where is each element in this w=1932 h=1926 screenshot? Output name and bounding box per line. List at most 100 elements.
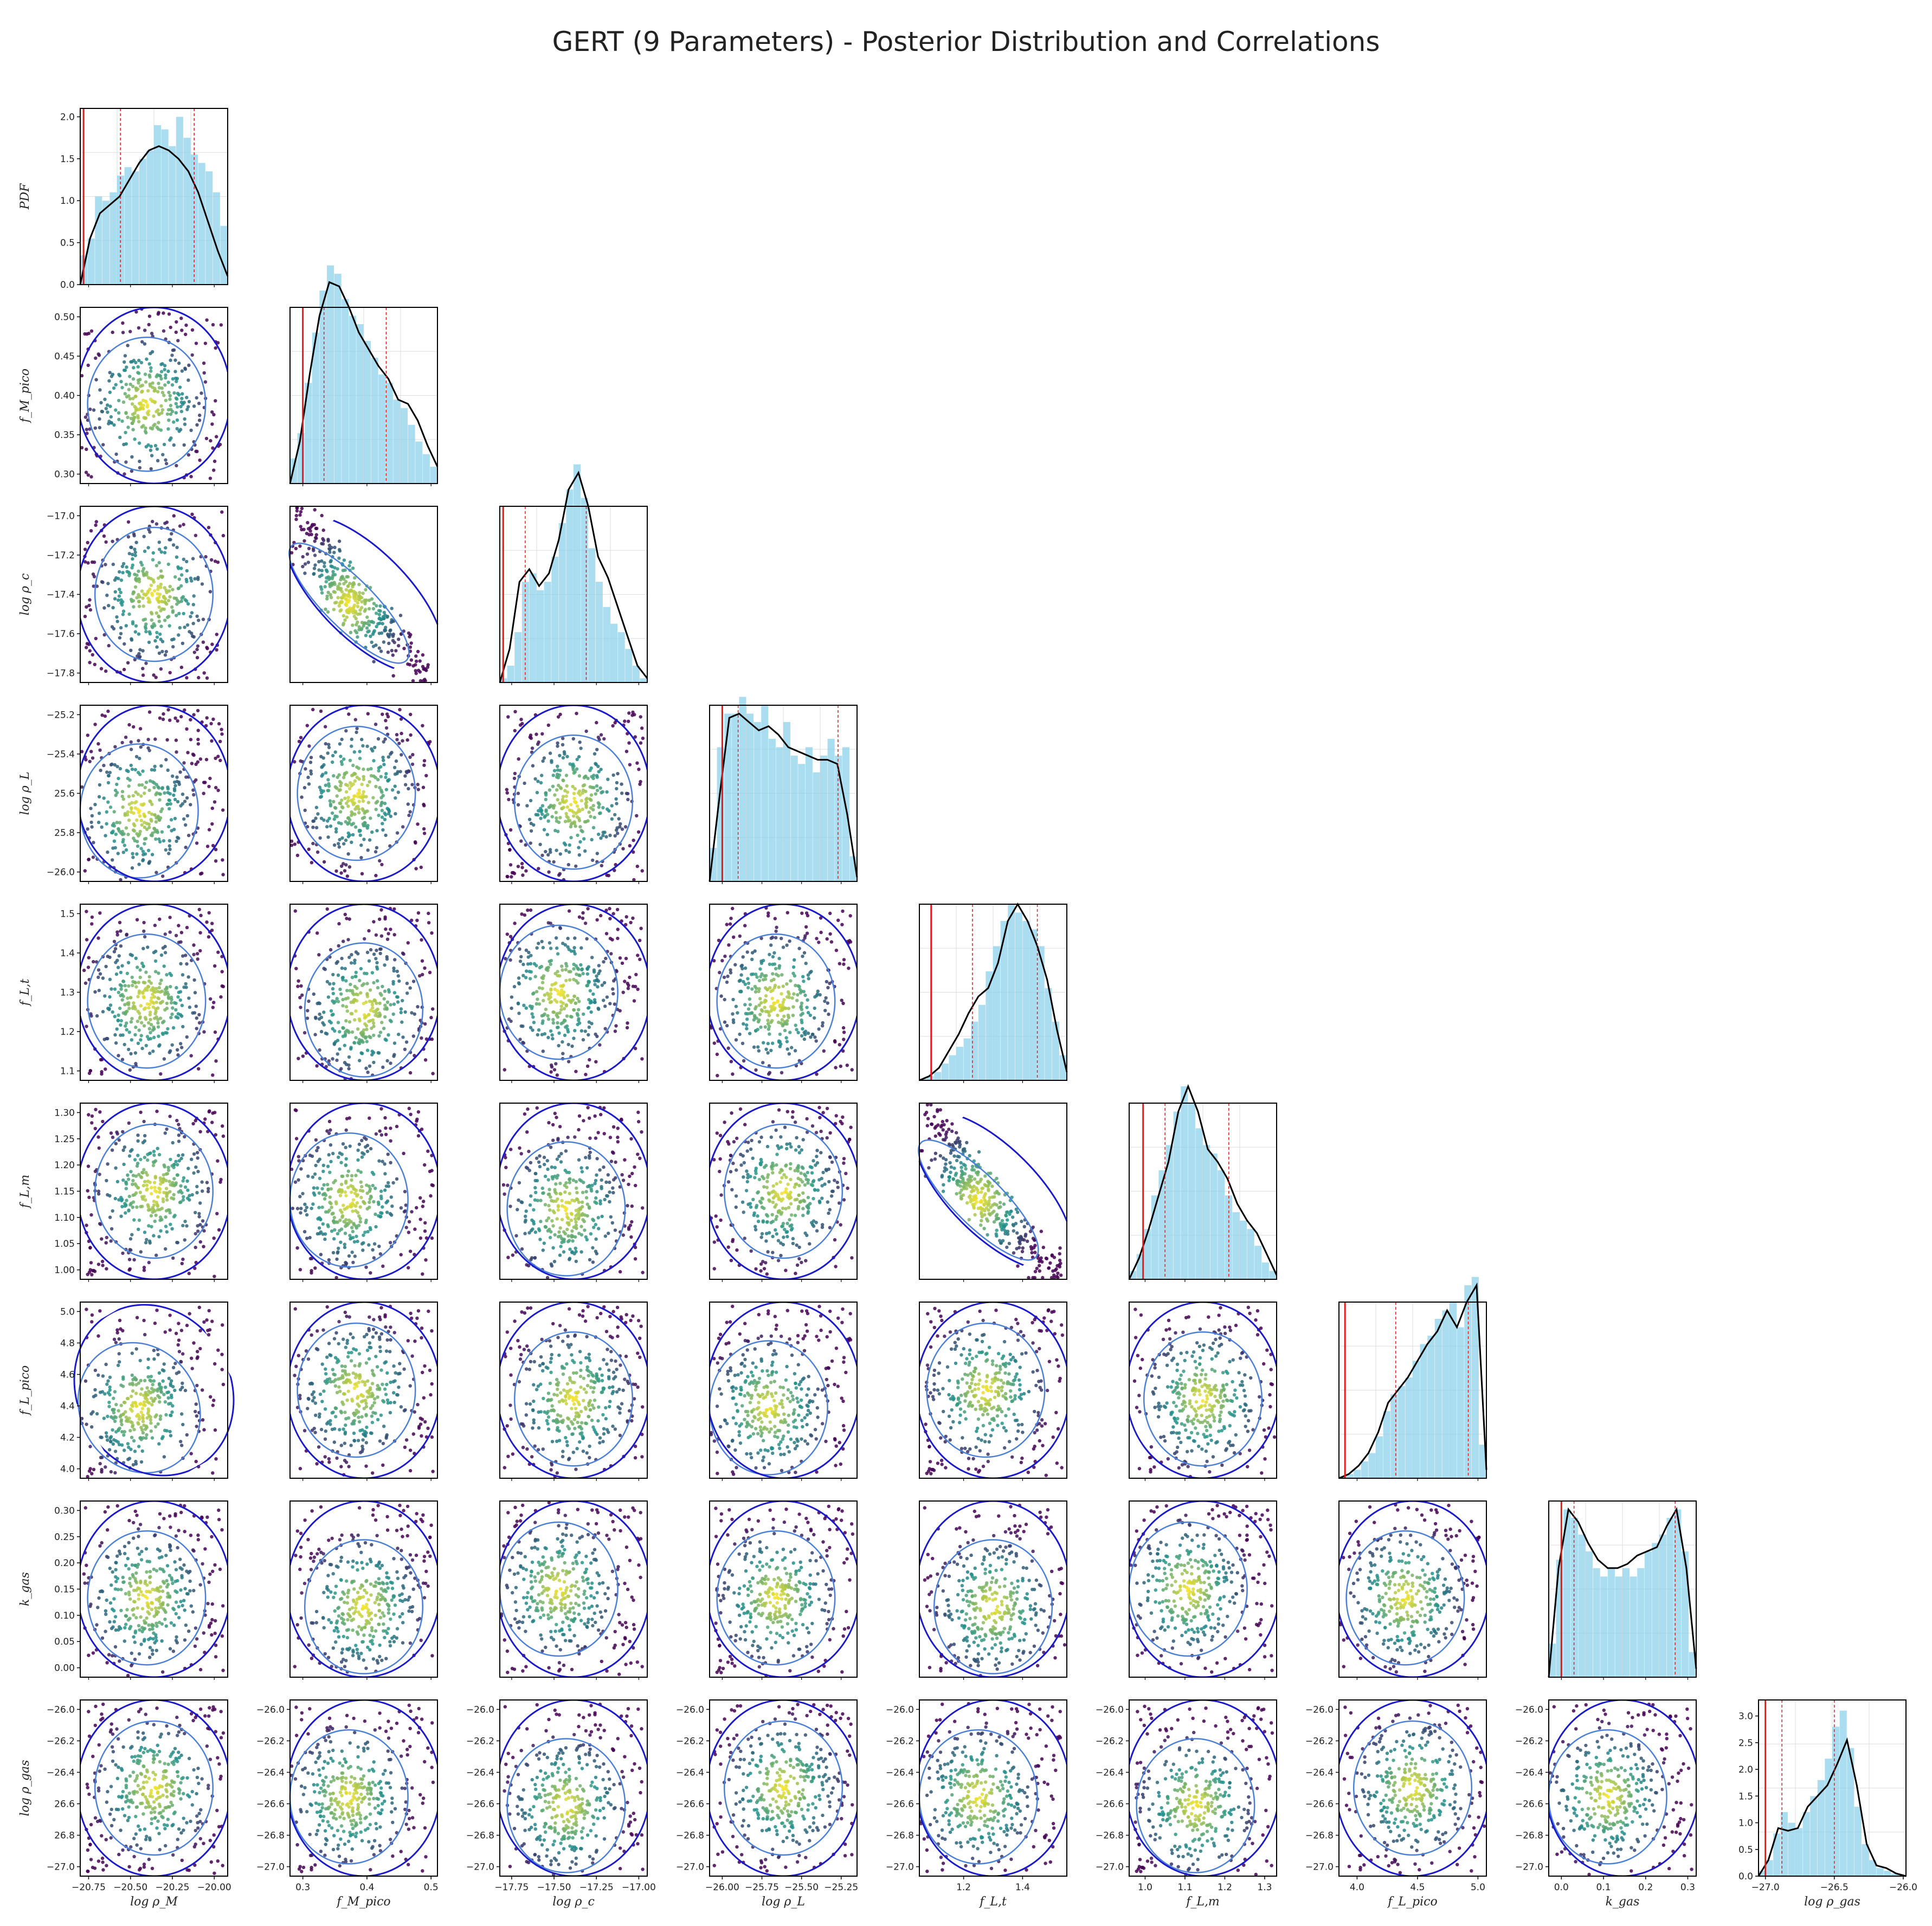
scatter-point xyxy=(137,1227,140,1231)
scatter-point xyxy=(175,775,179,779)
scatter-point xyxy=(641,736,645,740)
scatter-point xyxy=(630,1171,634,1175)
scatter-point xyxy=(191,622,195,626)
scatter-point xyxy=(746,977,750,981)
scatter-point xyxy=(369,948,373,952)
scatter-point xyxy=(406,941,410,945)
scatter-point xyxy=(337,821,341,825)
scatter-point xyxy=(151,519,154,524)
scatter-point xyxy=(363,815,366,820)
diag-panel-f_L_t xyxy=(919,903,1068,1083)
scatter-point xyxy=(175,379,178,383)
scatter-point xyxy=(113,1015,117,1019)
scatter-point xyxy=(134,956,138,961)
scatter-point xyxy=(369,767,373,771)
scatter-point xyxy=(178,998,182,1002)
scatter-point xyxy=(132,1218,136,1222)
scatter-point xyxy=(375,624,378,629)
contour-inner xyxy=(87,933,207,1069)
scatter-point xyxy=(623,719,627,723)
scatter-point xyxy=(330,577,334,581)
scatter-point xyxy=(105,1178,108,1183)
scatter-point xyxy=(378,616,382,620)
scatter-point xyxy=(172,1193,176,1197)
scatter-point xyxy=(163,586,166,590)
scatter-point xyxy=(314,526,318,530)
scatter-point xyxy=(380,790,384,794)
scatter-point xyxy=(210,422,214,426)
scatter-point xyxy=(329,564,333,568)
scatter-point xyxy=(400,753,403,757)
scatter-point xyxy=(132,1001,136,1005)
scatter-point xyxy=(423,1229,427,1233)
scatter-point xyxy=(168,916,172,919)
scatter-point xyxy=(342,776,346,780)
scatter-point xyxy=(554,981,558,985)
scatter-point xyxy=(736,1011,739,1015)
scatter-point xyxy=(139,745,143,749)
scatter-point xyxy=(134,406,138,410)
scatter-point xyxy=(348,758,352,763)
scatter-point xyxy=(198,1201,202,1205)
scatter-point xyxy=(124,1187,128,1190)
scatter-point xyxy=(393,784,397,788)
scatter-point xyxy=(429,1194,433,1198)
scatter-point xyxy=(823,999,827,1003)
scatter-point xyxy=(769,989,773,994)
scatter-point xyxy=(349,1204,352,1208)
scatter-point xyxy=(189,803,192,807)
scatter-point xyxy=(313,508,317,512)
scatter-point xyxy=(146,1205,150,1209)
scatter-point xyxy=(380,862,384,867)
scatter-point xyxy=(129,1170,133,1174)
scatter-point xyxy=(212,1001,216,1004)
scatter-point xyxy=(177,990,181,994)
scatter-point xyxy=(188,1005,192,1009)
scatter-point xyxy=(180,328,184,332)
scatter-point xyxy=(732,935,736,939)
scatter-point xyxy=(349,1236,353,1240)
scatter-point xyxy=(89,820,93,824)
scatter-point xyxy=(350,1250,354,1254)
scatter-point xyxy=(207,1110,211,1114)
scatter-point xyxy=(158,840,162,844)
scatter-point xyxy=(129,416,133,421)
scatter-point xyxy=(84,758,88,762)
scatter-point xyxy=(131,1205,134,1209)
scatter-point xyxy=(581,788,585,792)
scatter-point xyxy=(399,1007,403,1011)
scatter-point xyxy=(614,1024,618,1028)
scatter-point xyxy=(214,1059,218,1063)
scatter-point xyxy=(350,1012,354,1016)
scatter-point xyxy=(840,999,843,1002)
pair-panel-log_rho_c-vs-log_rho_L xyxy=(499,705,648,884)
histogram-bar xyxy=(754,722,761,881)
scatter-point xyxy=(375,979,379,983)
scatter-point xyxy=(748,997,752,1001)
scatter-point xyxy=(87,1270,92,1274)
scatter-point xyxy=(318,1002,321,1006)
scatter-point xyxy=(148,632,152,636)
scatter-point xyxy=(347,955,351,959)
scatter-point xyxy=(424,1258,428,1262)
scatter-point xyxy=(207,935,211,939)
scatter-point xyxy=(754,1005,758,1009)
scatter-point xyxy=(637,768,641,771)
scatter-point xyxy=(118,920,122,925)
y-tick-label: 25.6 xyxy=(54,789,75,800)
scatter-point xyxy=(557,783,561,788)
scatter-point xyxy=(529,970,533,974)
scatter-point xyxy=(186,751,190,755)
scatter-point xyxy=(387,990,391,994)
scatter-point xyxy=(163,619,167,622)
scatter-point xyxy=(401,1035,405,1039)
scatter-point xyxy=(177,1123,181,1126)
scatter-point xyxy=(347,1055,351,1059)
scatter-point xyxy=(426,663,430,667)
scatter-point xyxy=(124,411,128,415)
scatter-point xyxy=(156,373,159,377)
scatter-point xyxy=(567,909,571,913)
scatter-point xyxy=(149,397,153,401)
scatter-point xyxy=(613,1002,617,1006)
scatter-point xyxy=(123,392,127,396)
